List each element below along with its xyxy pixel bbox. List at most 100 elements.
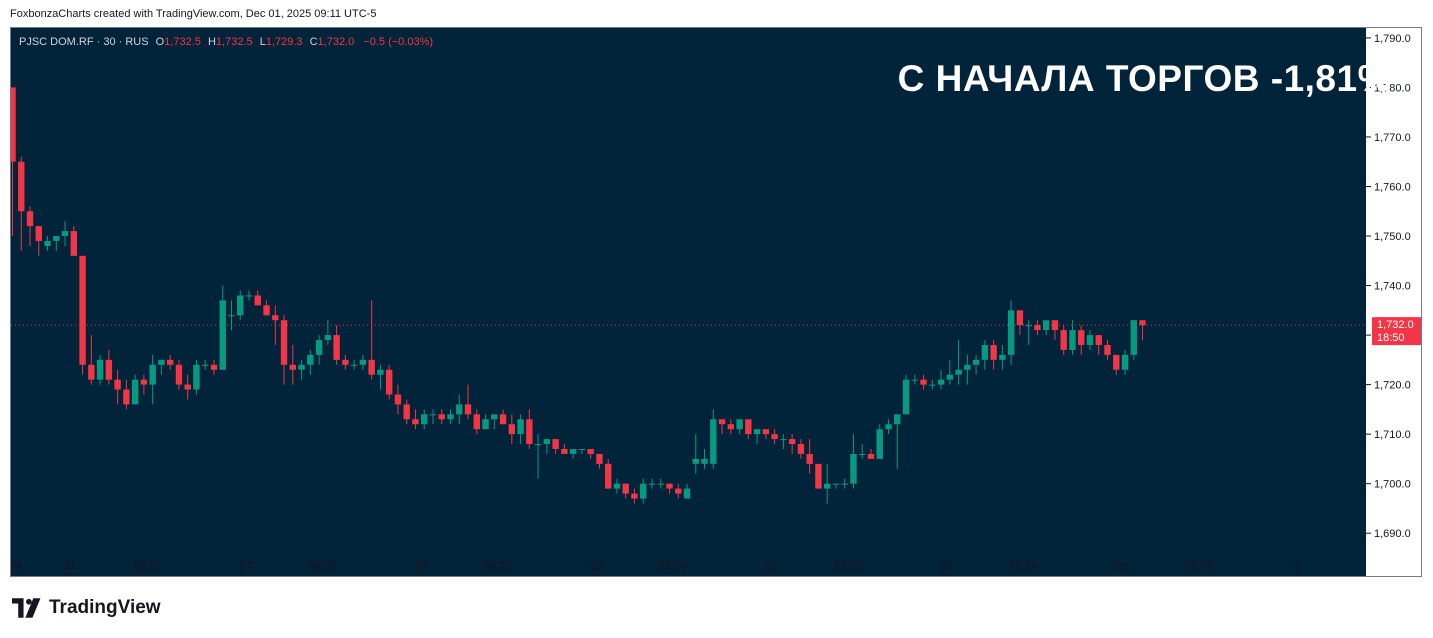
candle-body	[123, 389, 130, 405]
candle-body	[193, 364, 200, 390]
candle-body	[1078, 330, 1085, 345]
candle-body	[166, 359, 174, 365]
x-tick-label: 06:00	[1009, 560, 1037, 572]
candle-body	[920, 379, 927, 385]
candle-body	[1007, 310, 1015, 355]
candle-body	[272, 315, 279, 321]
candle-body	[1139, 320, 1146, 326]
candle-body	[219, 300, 226, 370]
candle-body	[1016, 310, 1024, 326]
candle-body	[543, 439, 551, 445]
legend-low-value: 1,729.3	[265, 36, 303, 48]
candle-body	[456, 404, 463, 415]
candle-body	[245, 295, 253, 297]
candlestick-chart[interactable]: 1,690.01,700.01,710.01,720.01,730.01,740…	[11, 28, 1421, 576]
candle-body	[946, 374, 954, 380]
candle-body	[350, 364, 358, 366]
candle-body	[394, 394, 402, 405]
candle-body	[96, 359, 104, 380]
candle-body	[491, 414, 498, 420]
candle-body	[11, 87, 16, 162]
candle-body	[254, 295, 261, 306]
candle-body	[526, 419, 533, 445]
chart-frame[interactable]: 1,690.01,700.01,710.01,720.01,730.01,740…	[10, 27, 1422, 577]
candle-body	[140, 379, 148, 385]
candle-body	[1121, 354, 1129, 370]
candle-body	[53, 236, 60, 241]
candle-body	[736, 419, 743, 430]
candle-body	[210, 364, 218, 370]
candle-body	[61, 231, 69, 237]
x-tick-label: :00	[11, 560, 20, 572]
x-tick-label: 06:00	[834, 560, 862, 572]
candle-body	[482, 419, 489, 430]
y-tick-label: 1,710.0	[1374, 429, 1411, 441]
candle-body	[324, 335, 332, 341]
candle-body	[552, 439, 559, 449]
candle-body	[727, 424, 735, 430]
candle-body	[666, 483, 673, 489]
candle-body	[377, 369, 384, 375]
candle-body	[534, 444, 542, 446]
legend-high-label: H	[207, 36, 216, 48]
candle-body	[359, 359, 367, 365]
candle-body	[762, 429, 770, 435]
candle-body	[859, 453, 866, 455]
candle-body	[342, 359, 349, 365]
x-tick-label: 26	[590, 560, 602, 572]
candle-body	[569, 448, 577, 454]
x-tick-label: 06:00	[309, 560, 337, 572]
candle-body	[885, 424, 892, 430]
candle-body	[1042, 320, 1050, 331]
plot-area[interactable]	[11, 28, 1366, 576]
candle-body	[263, 305, 270, 316]
candle-body	[718, 419, 726, 425]
candle-body	[26, 211, 34, 227]
x-tick-label: 06:00	[133, 560, 161, 572]
candle-body	[675, 488, 682, 494]
candle-body	[421, 414, 428, 425]
candle-body	[753, 429, 761, 435]
candle-body	[429, 414, 437, 416]
legend-open-value: 1,732.5	[164, 36, 201, 48]
price-badge	[1372, 317, 1421, 346]
legend-open-label: O	[155, 36, 165, 48]
legend-high-value: 1,732.5	[215, 36, 253, 48]
legend-symbol: PJSC DOM.RF · 30 · RUS	[19, 36, 149, 48]
candle-body	[613, 483, 621, 489]
candle-body	[158, 359, 165, 365]
y-tick-label: 1,780.0	[1374, 82, 1411, 94]
price-badge-value: 1,732.0	[1377, 319, 1414, 331]
y-tick-label: 1,740.0	[1374, 281, 1411, 293]
candle-body	[1104, 344, 1111, 355]
candle-body	[797, 444, 805, 454]
tradingview-brand-text: TradingView	[49, 597, 161, 618]
candle-body	[79, 255, 86, 365]
candle-body	[981, 344, 989, 360]
candle-body	[771, 434, 778, 440]
candle-body	[105, 359, 113, 380]
candle-body	[114, 379, 121, 390]
candle-body	[1051, 320, 1059, 331]
candle-body	[710, 419, 717, 464]
candle-body	[228, 315, 235, 317]
candle-body	[88, 364, 95, 380]
candle-body	[412, 419, 419, 425]
candle-body	[307, 354, 314, 365]
candle-body	[438, 414, 445, 420]
candle-body	[640, 483, 647, 499]
candle-body	[447, 414, 454, 420]
x-tick-label: 21	[64, 560, 76, 572]
y-tick-label: 1,790.0	[1374, 33, 1411, 45]
candle-body	[131, 379, 139, 405]
candle-body	[202, 364, 209, 366]
candle-body	[631, 493, 638, 499]
candle-body	[701, 458, 708, 464]
tradingview-logo[interactable]: TradingView	[12, 597, 161, 619]
x-tick-label: 2	[1294, 560, 1300, 572]
x-tick-label: 25	[415, 560, 427, 572]
candle-body	[508, 424, 516, 435]
candle-body	[911, 379, 918, 381]
candle-body	[464, 404, 472, 415]
candle-body	[867, 453, 875, 459]
